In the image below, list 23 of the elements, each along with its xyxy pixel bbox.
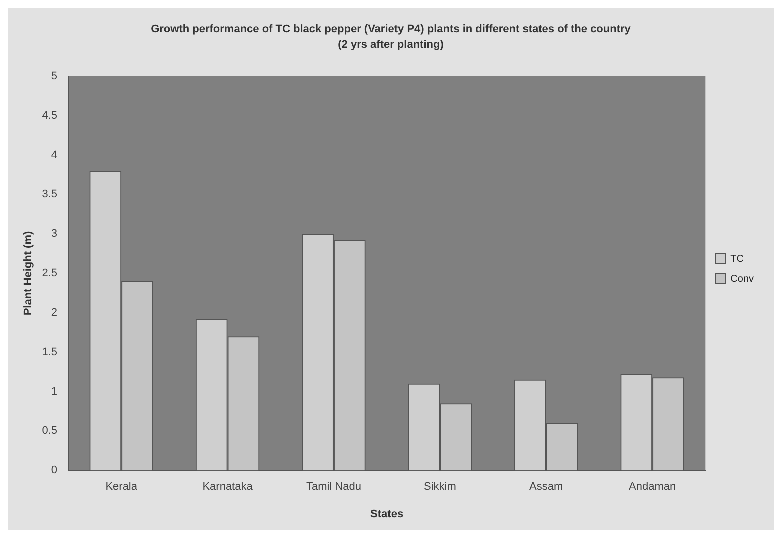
- y-tick-label: 4: [51, 149, 58, 162]
- y-tick-label: 3: [51, 228, 58, 240]
- chart-subtitle: (2 yrs after planting): [338, 38, 444, 51]
- y-tick-label: 4.5: [42, 110, 58, 122]
- x-axis-title: States: [370, 508, 404, 520]
- x-tick-label: Tamil Nadu: [306, 481, 362, 494]
- y-tick-label: 1: [51, 386, 58, 398]
- x-tick-label: Sikkim: [424, 481, 456, 494]
- legend-label: Conv: [730, 274, 754, 285]
- y-tick-label: 0.5: [42, 425, 58, 438]
- y-tick-label: 1.5: [42, 346, 58, 358]
- chart-title: Growth performance of TC black pepper (Variety P4) plants in different states of the country: [151, 24, 632, 36]
- x-tick-label: Andaman: [629, 481, 676, 494]
- y-tick-label: 3.5: [42, 188, 58, 201]
- legend-label: TC: [730, 254, 744, 265]
- x-tick-label: Kerala: [106, 481, 138, 494]
- y-tick-label: 2: [51, 306, 58, 319]
- x-tick-label: Karnataka: [202, 481, 254, 494]
- y-tick-label: 0: [51, 464, 58, 477]
- x-tick-label: Assam: [530, 481, 564, 494]
- y-tick-label: 5: [51, 70, 58, 82]
- y-tick-label: 2.5: [42, 268, 58, 280]
- y-axis-title: Plant Height (m): [22, 231, 35, 316]
